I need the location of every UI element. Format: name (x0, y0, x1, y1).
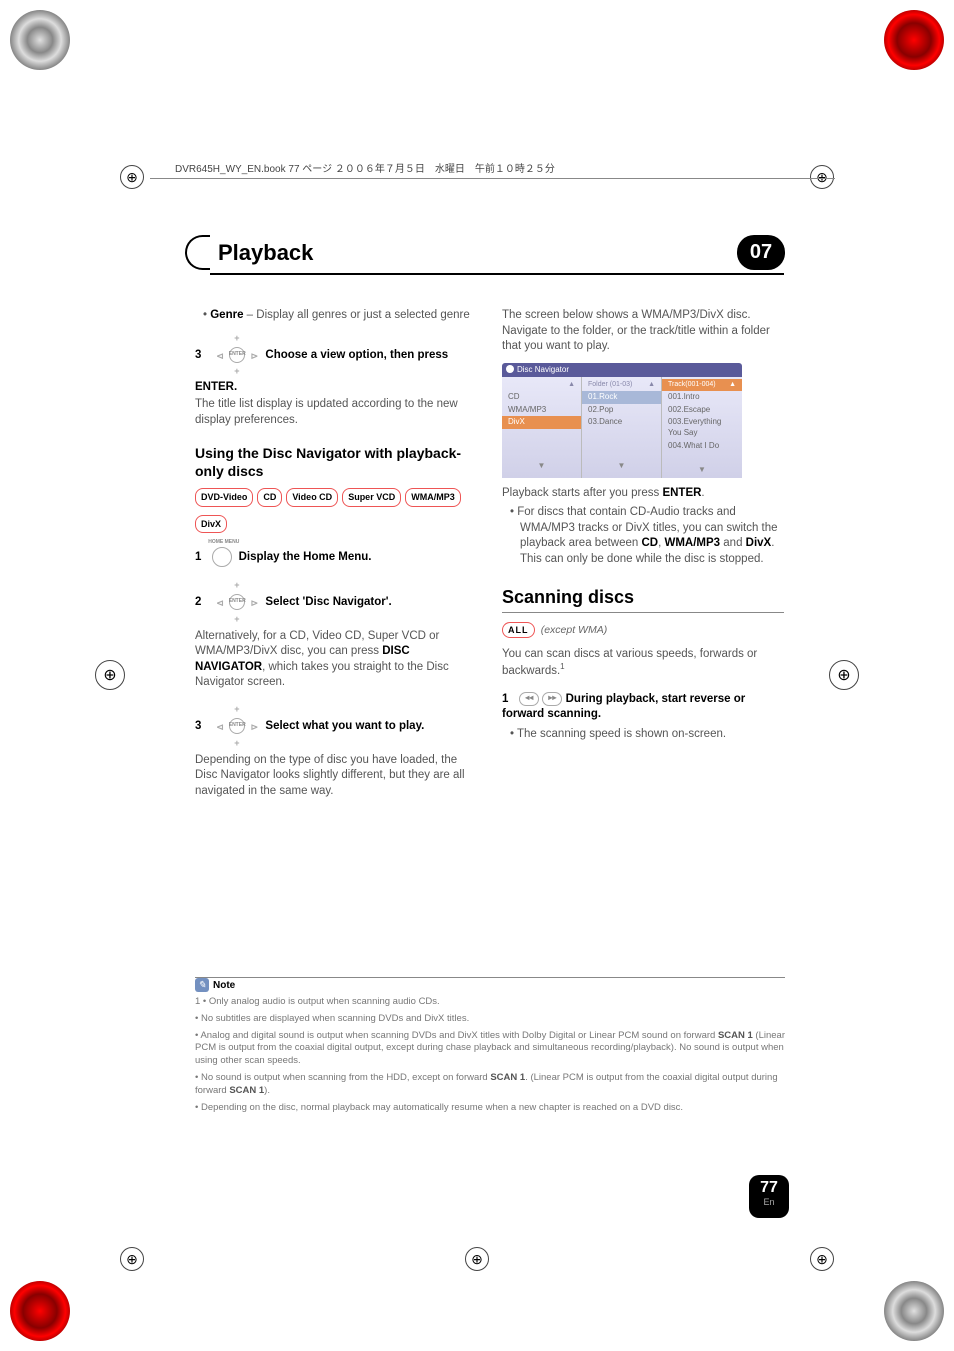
footnote-line: • Depending on the disc, normal playback… (195, 1102, 785, 1115)
heading-disc-navigator: Using the Disc Navigator with playback-o… (195, 444, 477, 480)
chip: CD (257, 488, 282, 506)
crop-mark-icon: ⊕ (120, 165, 144, 189)
chip: DVD-Video (195, 488, 253, 506)
bullet-switch-area: • For discs that contain CD-Audio tracks… (520, 505, 784, 567)
after-screen: Playback starts after you press ENTER. (502, 486, 784, 502)
crop-mark-icon: ⊕ (810, 165, 834, 189)
chip: Video CD (286, 488, 338, 506)
footnote-line: • No sound is output when scanning from … (195, 1072, 785, 1098)
crop-mark-icon: ⊕ (810, 1247, 834, 1271)
chip: WMA/MP3 (405, 488, 461, 506)
step-2-body: Alternatively, for a CD, Video CD, Super… (195, 629, 477, 691)
right-column: The screen below shows a WMA/MP3/DivX di… (502, 308, 784, 799)
chip: DivX (195, 515, 227, 533)
crop-mark-icon: ⊕ (465, 1247, 489, 1271)
step-3: 3 ++⊲⊳ ENTER Choose a view option, then … (195, 330, 477, 396)
home-menu-button-icon: HOME MENU (212, 547, 232, 567)
step-3-body: The title list display is updated accord… (195, 397, 477, 428)
page-header: Playback 07 (185, 235, 785, 270)
crop-mark-icon: ⊕ (829, 660, 859, 690)
step-3b-body: Depending on the type of disc you have l… (195, 753, 477, 800)
scan-bullet: • The scanning speed is shown on-screen. (520, 727, 784, 743)
navigator-button-icon: ++⊲⊳ ENTER (212, 701, 262, 751)
header-curve-icon (185, 235, 210, 270)
note-icon: ✎ (195, 978, 209, 992)
navigator-button-icon: ++⊲⊳ ENTER (212, 577, 262, 627)
footnote-line: 1 • Only analog audio is output when sca… (195, 996, 785, 1009)
step-1: 1 HOME MENU Display the Home Menu. (195, 547, 477, 567)
footnote-block: ✎ Note 1 • Only analog audio is output w… (195, 965, 785, 1115)
footnote-line: • No subtitles are displayed when scanni… (195, 1013, 785, 1026)
registration-corner-tr (884, 10, 944, 70)
divider (210, 273, 784, 275)
note-label: Note (213, 980, 235, 991)
heading-scanning-discs: Scanning discs (502, 585, 784, 613)
disc-icon (506, 365, 514, 373)
book-header: DVR645H_WY_EN.book 77 ページ ２００６年７月５日 水曜日 … (175, 160, 555, 175)
bullet-genre: • Genre – Display all genres or just a s… (213, 308, 477, 324)
page-title: Playback (218, 240, 313, 266)
format-chips: DVD-Video CD Video CD Super VCD WMA/MP3 (195, 488, 477, 506)
all-chip: ALL (502, 622, 535, 638)
disc-navigator-screenshot: Disc Navigator ▲ CD WMA/MP3 DivX ▼ Folde… (502, 363, 742, 478)
right-intro: The screen below shows a WMA/MP3/DivX di… (502, 308, 784, 355)
footnote-line: • Analog and digital sound is output whe… (195, 1030, 785, 1068)
scan-step-1: 1 ◂◂ ▸▸ During playback, start reverse o… (502, 692, 784, 723)
rewind-button-icon: ◂◂ (519, 692, 539, 706)
crop-mark-icon: ⊕ (95, 660, 125, 690)
format-chips-2: DivX (195, 515, 477, 533)
step-2: 2 ++⊲⊳ ENTER Select 'Disc Navigator'. (195, 577, 477, 627)
divider (150, 178, 835, 179)
all-chip-row: ALL (except WMA) (502, 623, 784, 639)
scan-body: You can scan discs at various speeds, fo… (502, 647, 784, 680)
crop-mark-icon: ⊕ (120, 1247, 144, 1271)
navigator-button-icon: ++⊲⊳ ENTER (212, 330, 262, 380)
chapter-badge: 07 (737, 235, 785, 270)
registration-corner-tl (10, 10, 70, 70)
registration-corner-bl (10, 1281, 70, 1341)
fastforward-button-icon: ▸▸ (542, 692, 562, 706)
registration-corner-br (884, 1281, 944, 1341)
chip: Super VCD (342, 488, 401, 506)
step-3b: 3 ++⊲⊳ ENTER Select what you want to pla… (195, 701, 477, 751)
page-number-badge: 77 En (749, 1175, 789, 1218)
left-column: • Genre – Display all genres or just a s… (195, 308, 477, 799)
